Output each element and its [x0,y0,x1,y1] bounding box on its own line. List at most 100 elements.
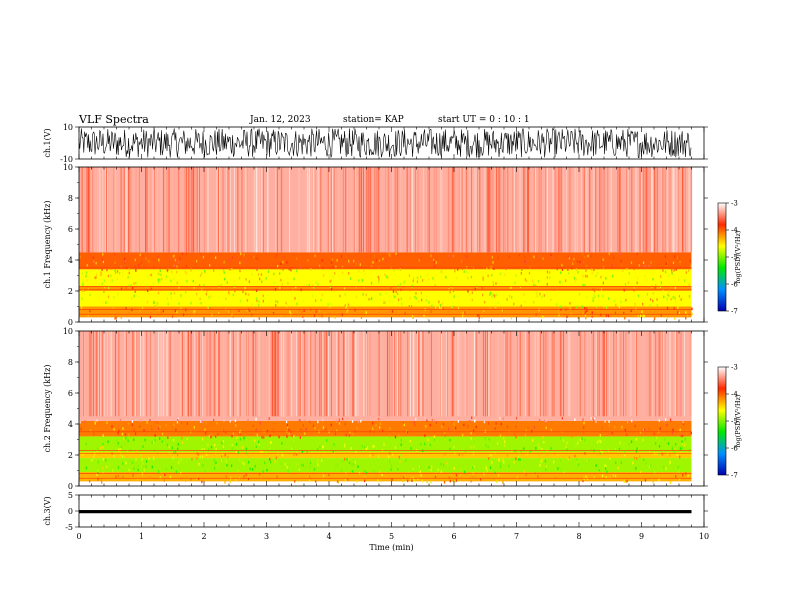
ch2-spectrogram-texture [603,331,605,417]
ch1-spectrogram-texture [588,167,590,253]
ch2-spectrogram-texture [360,419,362,423]
ch2-spectrogram-texture [363,331,365,417]
ch1-spectrogram-texture [526,260,528,264]
ch2-spectrogram-texture [322,426,325,429]
ch2-spectrogram-texture [91,458,93,462]
ch2-spectrogram-texture [457,420,459,423]
ch2-spectrogram-texture [202,331,204,417]
ch2-spectrogram-texture [454,480,456,483]
ch1-spectrogram-texture [370,265,373,268]
ch1-spectrogram-texture [92,256,94,259]
ch1-spectrogram-texture [620,259,622,263]
ch2-spectrogram-texture [96,447,99,451]
ch2-spectrogram-texture [517,455,519,459]
ch1-spectrogram-texture [401,302,403,306]
ch2-spectrogram-texture [243,462,245,466]
ch2-spectrogram-texture [379,422,382,426]
ch1-spectrogram-texture [243,253,245,257]
ch2-spectrogram-texture [642,331,644,417]
ch1-spectrogram-texture [664,255,666,258]
ch1-spectrogram-texture [287,282,289,285]
ch2-spectrogram-texture [273,331,275,417]
ch1-spectrogram-texture [615,303,617,307]
ch2-spectrogram-texture [462,433,464,437]
ch1-spectrogram-texture [491,273,493,277]
ch2-spectrogram-texture [597,331,599,417]
ch2-spectrogram-texture [97,331,99,417]
ch2-spectrogram-texture [576,460,578,464]
ch2-spectrogram-texture [218,331,220,417]
ch2-spectrogram-texture [515,435,517,439]
ch1-spectrogram-texture [518,254,521,257]
ch2-spectrogram-texture [161,440,163,443]
ch2-spectrogram-texture [520,445,523,449]
ch1-spectrogram-texture [157,278,159,282]
ch2-spectrogram-texture [656,331,658,417]
ch1-spectrogram-texture [247,293,250,296]
ch2-spectrogram-texture [344,443,346,447]
ch1-spectrogram-texture [172,255,175,258]
ch1-spectrogram-texture [619,252,622,255]
ch1-spectrogram-texture [586,275,588,278]
ch2-spectrogram-texture [601,451,603,454]
ch2-spectrogram-texture [102,471,104,474]
ch2-spectrogram-texture [199,420,202,423]
ch1-spectrogram-texture [411,167,413,253]
ch2-spectrogram-texture [470,432,472,435]
ch2-spectrogram-texture [154,421,157,424]
ch2-spectrogram-texture [387,331,389,417]
station-label: station= KAP [343,115,404,125]
ch2-spectrogram-texture [94,422,96,425]
ch1-spectrogram-texture [660,167,662,253]
ch2-spectrogram-texture [369,430,371,433]
ch2-spectrogram-texture [93,445,95,448]
ch1-spectrogram-texture [170,257,172,261]
ch2-spectrogram-texture [678,470,680,473]
ch2-spectrogram-texture [96,423,98,426]
ch2-spectrogram-band [79,458,692,473]
ch2-spectrogram-texture [124,331,126,417]
y-tick-label: 6 [68,225,73,234]
ch2-spectrogram-texture [522,331,524,417]
ch1-spectrogram-texture [640,314,642,318]
ch1-spectrogram-texture [251,256,253,259]
ch1-spectrogram-texture [441,167,443,253]
ch2-spectrogram-texture [291,331,293,417]
ch1-spectrogram-texture [240,252,242,256]
ch1-spectrogram-texture [439,304,442,307]
ch1-spectrogram-texture [120,265,122,268]
ch2-spectrogram-texture [545,419,547,423]
ch1-spectrogram-texture [301,310,303,314]
ch1-spectrogram-texture [539,294,541,298]
ch1-spectrogram-texture [481,286,483,290]
ch1-spectrogram-texture [421,306,423,310]
ch2-spectrogram-texture [300,428,303,431]
ch2-spectrogram-texture [90,429,92,432]
ch1-spectrogram-texture [520,304,522,308]
ch1-spectrogram-texture [296,257,298,260]
ch1-spectrogram-texture [656,167,658,253]
ch1-spectrogram-texture [420,291,423,295]
ch1-spectrogram-texture [251,272,253,276]
ch2-spectrogram-texture [326,439,328,442]
ch2-spectrogram-texture [191,457,193,461]
ch2-spectrogram-texture [201,331,202,417]
ch1-spectrogram-texture [619,167,621,253]
ch2-spectrogram-texture [262,331,264,417]
ch2-spectrogram-texture [187,331,189,417]
ch1-spectrogram-texture [293,277,295,281]
ch2-spectrogram-texture [239,438,241,441]
ch2-spectrogram-texture [410,447,412,450]
ch1-spectrogram-texture [589,167,591,253]
ch2-spectrogram-texture [582,418,584,421]
ch1-spectrogram-texture [310,268,312,271]
ch2-spectrogram-texture [669,461,671,465]
ch1-spectrogram-texture [652,299,654,303]
ch1-spectrogram-texture [302,315,304,319]
ch1-spectrogram-texture [355,295,358,299]
ch2-spectrogram-texture [347,478,349,481]
ch1-spectrogram-texture [82,279,84,282]
ch2-spectrogram-texture [153,440,155,444]
ch1-spectrogram-texture [193,167,195,253]
ch2-spectrogram-texture [261,470,263,474]
